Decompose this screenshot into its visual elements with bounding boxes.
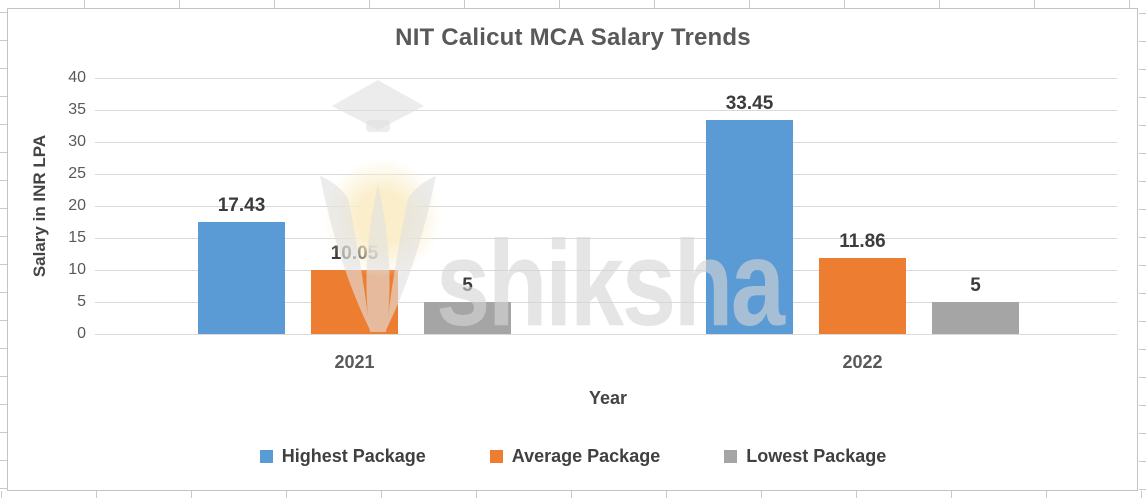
gridline-0: [95, 334, 1117, 335]
y-tick-label-30: 30: [68, 133, 86, 150]
y-tick-label-5: 5: [77, 293, 86, 310]
legend-label-highest-package: Highest Package: [281, 446, 426, 466]
y-tick-label-10: 10: [68, 261, 86, 278]
bar-highest-package-2022: [706, 119, 793, 334]
legend-item-lowest-package: Lowest Package: [724, 446, 886, 467]
bar-lowest-package-2021: [424, 302, 511, 334]
legend-label-average-package: Average Package: [511, 446, 661, 466]
bar-average-package-2021: [311, 269, 398, 334]
spreadsheet-gridline-stubs-top: [0, 0, 1146, 8]
gridline-10: [95, 270, 1117, 271]
bar-lowest-package-2022: [932, 302, 1019, 334]
gridline-35: [95, 110, 1117, 111]
chart-frame: [7, 8, 1138, 491]
gridline-40: [95, 78, 1117, 79]
y-tick-label-15: 15: [68, 229, 86, 246]
data-label-lowest-package-2022: 5: [970, 275, 981, 296]
bar-highest-package-2021: [198, 222, 285, 334]
data-label-lowest-package-2021: 5: [462, 275, 473, 296]
x-axis-title: Year: [588, 388, 628, 408]
spreadsheet-gridline-stubs-right: [1139, 0, 1146, 498]
y-tick-label-0: 0: [77, 325, 86, 342]
x-category-label-2022: 2022: [842, 352, 883, 372]
y-tick-label-20: 20: [68, 197, 86, 214]
spreadsheet-gridline-stubs-bottom: [0, 491, 1146, 498]
y-tick-label-25: 25: [68, 165, 86, 182]
x-category-label-2021: 2021: [334, 352, 375, 372]
legend-swatch-lowest-package: [724, 450, 738, 463]
legend-item-highest-package: Highest Package: [259, 446, 426, 467]
legend: Highest Package Average Package Lowest Pac…: [0, 446, 1146, 467]
gridline-25: [95, 174, 1117, 175]
chart-title: NIT Calicut MCA Salary Trends: [395, 24, 751, 51]
data-label-average-package-2021: 10.05: [330, 242, 379, 264]
gridline-5: [95, 302, 1117, 303]
y-tick-label-35: 35: [68, 101, 86, 118]
gridline-15: [95, 238, 1117, 239]
legend-item-average-package: Average Package: [489, 446, 661, 467]
y-tick-label-40: 40: [68, 69, 86, 86]
gridline-20: [95, 206, 1117, 207]
legend-swatch-highest-package: [259, 450, 273, 463]
gridline-30: [95, 142, 1117, 143]
data-label-highest-package-2022: 33.45: [725, 92, 774, 114]
legend-swatch-average-package: [489, 450, 503, 463]
data-label-average-package-2022: 11.86: [839, 231, 886, 253]
spreadsheet-gridline-stubs-left: [0, 0, 7, 498]
bar-average-package-2022: [819, 258, 906, 334]
legend-label-lowest-package: Lowest Package: [746, 446, 887, 466]
data-label-highest-package-2021: 17.43: [217, 195, 266, 217]
